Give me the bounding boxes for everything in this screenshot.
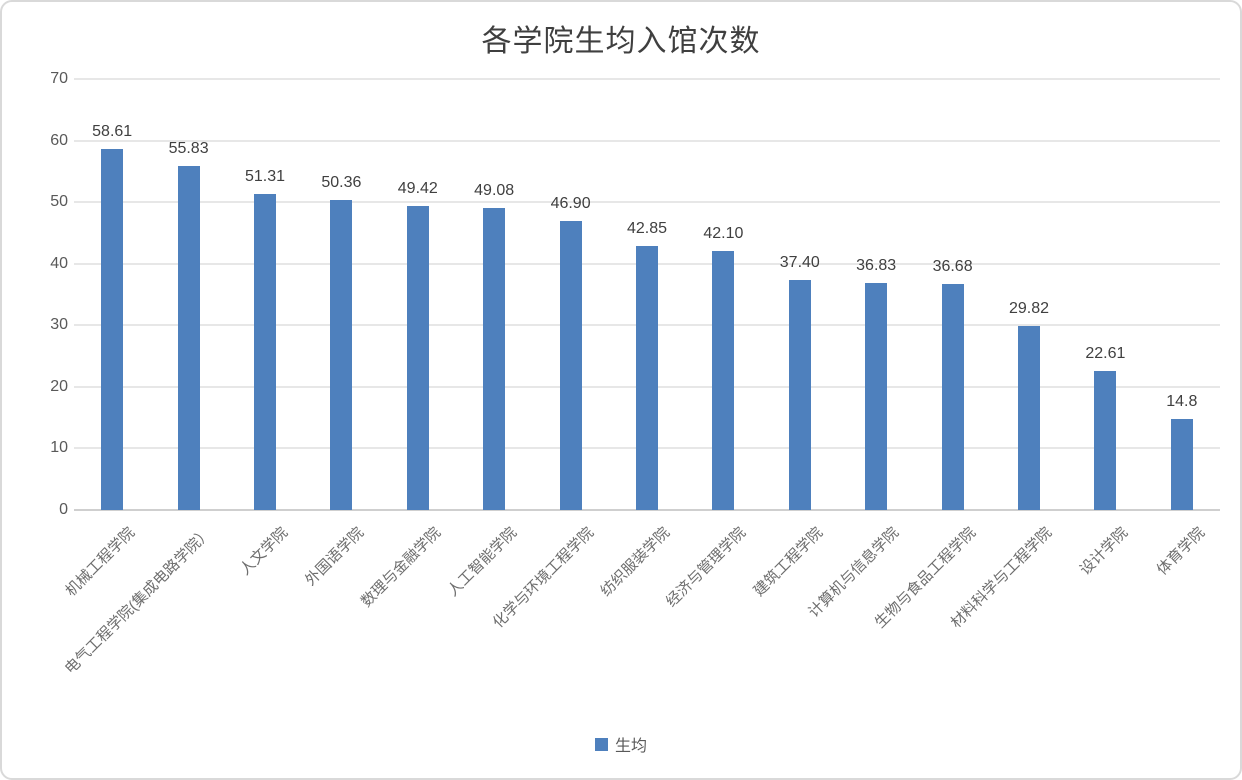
bar-3 <box>330 199 353 510</box>
y-tick-label-50: 50 <box>50 193 68 211</box>
bar-14 <box>1170 418 1193 510</box>
bar-value-label-3: 50.36 <box>321 173 362 191</box>
bar-7 <box>636 246 658 510</box>
x-category-label-3: 外国语学院 <box>302 524 368 590</box>
y-tick-label-60: 60 <box>50 131 68 149</box>
bar-11 <box>941 284 964 510</box>
y-tick-label-10: 10 <box>50 439 68 457</box>
bar-value-label-1: 55.83 <box>168 140 209 158</box>
legend: 生均 <box>2 732 1240 756</box>
x-category-label-2: 人文学院 <box>236 524 292 579</box>
y-tick-label-0: 0 <box>59 501 68 518</box>
bar-value-label-12: 29.82 <box>1008 300 1050 318</box>
x-category-label-7: 纺织服装学院 <box>597 524 674 600</box>
bar-value-label-4: 49.42 <box>397 179 438 197</box>
x-axis-line <box>74 509 1220 511</box>
bar-1 <box>177 166 200 510</box>
legend-label: 生均 <box>614 738 647 755</box>
bar-value-label-8: 42.10 <box>703 224 744 242</box>
y-tick-label-30: 30 <box>50 316 68 334</box>
bar-value-label-9: 37.40 <box>779 253 820 271</box>
bar-9 <box>788 279 811 510</box>
x-category-label-13: 设计学院 <box>1077 524 1132 579</box>
bar-12 <box>1018 326 1040 510</box>
y-tick-label-20: 20 <box>50 377 68 395</box>
x-category-label-9: 建筑工程学院 <box>750 524 826 600</box>
y-tick-label-70: 70 <box>50 70 68 87</box>
y-tick-label-40: 40 <box>50 254 68 272</box>
bar-value-label-6: 46.90 <box>550 195 591 213</box>
x-category-label-1: 电气工程学院(集成电路学院） <box>61 524 215 678</box>
bar-4 <box>406 205 429 510</box>
bar-6 <box>559 221 582 510</box>
bar-5 <box>483 207 506 510</box>
bar-value-label-11: 36.68 <box>932 258 973 276</box>
bar-value-label-7: 42.85 <box>626 220 668 238</box>
plot-area: 0 10 20 30 40 50 60 70 58.61 机械工程学院 55.83 电气工程学院(集成… <box>50 70 1220 678</box>
bar-2 <box>254 194 276 510</box>
bar-10 <box>865 283 888 510</box>
x-category-label-0: 机械工程学院 <box>62 524 139 600</box>
bar-13 <box>1094 370 1117 510</box>
bar-value-label-10: 36.83 <box>856 257 897 275</box>
bar-value-label-13: 22.61 <box>1085 344 1126 362</box>
gridline-50 <box>74 201 1220 204</box>
x-category-label-5: 人工智能学院 <box>444 524 521 600</box>
gridline-60 <box>74 139 1220 142</box>
x-category-label-14: 体育学院 <box>1153 524 1208 579</box>
bar-8 <box>712 250 735 510</box>
bar-value-label-5: 49.08 <box>474 181 515 199</box>
bar-0 <box>101 149 124 510</box>
chart-title: 各学院生均入馆次数 <box>481 25 761 58</box>
x-category-label-4: 数理与金融学院 <box>357 524 444 611</box>
bar-value-label-2: 51.31 <box>244 168 286 186</box>
legend-swatch <box>594 737 608 751</box>
bar-value-label-14: 14.8 <box>1166 392 1198 410</box>
x-category-label-8: 经济与管理学院 <box>663 524 750 611</box>
bar-value-label-0: 58.61 <box>92 123 133 141</box>
gridline-70 <box>74 78 1220 80</box>
